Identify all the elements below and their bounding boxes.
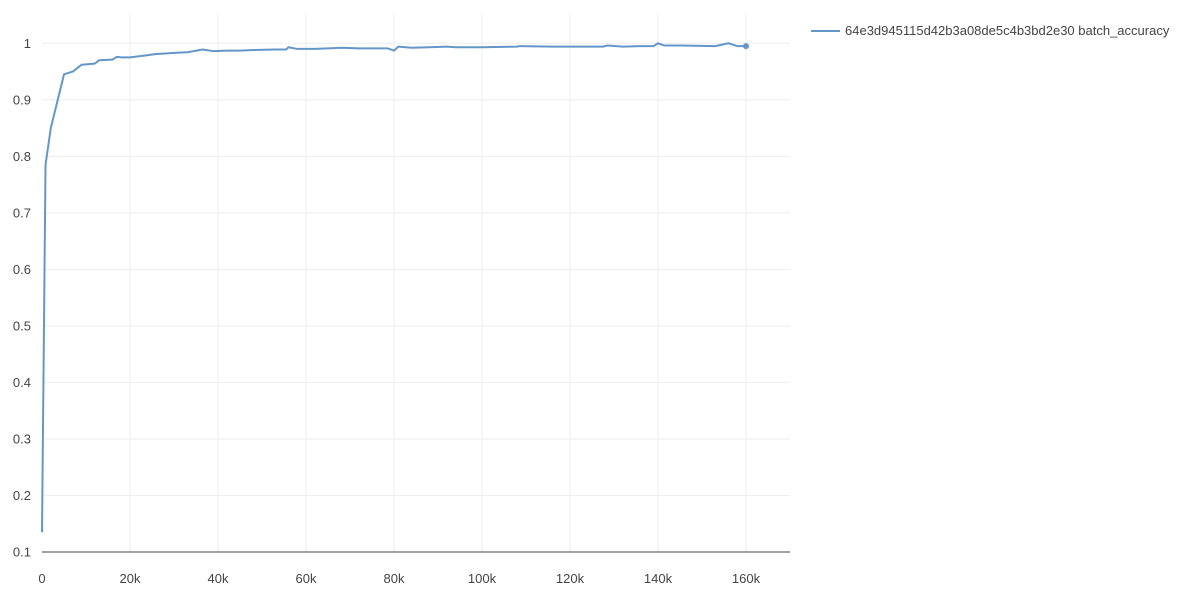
x-tick-label: 160k <box>732 571 761 586</box>
y-tick-label: 0.6 <box>13 262 31 277</box>
gridlines <box>42 15 790 552</box>
x-tick-label: 100k <box>468 571 497 586</box>
y-tick-label: 0.2 <box>13 488 31 503</box>
y-tick-label: 0.4 <box>13 375 31 390</box>
series-end-point <box>743 43 749 50</box>
x-tick-label: 0 <box>38 571 45 586</box>
y-tick-label: 0.9 <box>13 92 31 107</box>
x-axis-ticks: 0 20k 40k 60k 80k 100k 120k 140k 160k <box>38 571 760 586</box>
x-tick-label: 140k <box>644 571 673 586</box>
y-tick-label: 0.7 <box>13 205 31 220</box>
series-line <box>41 42 746 533</box>
y-axis-ticks: 0.1 0.2 0.3 0.4 0.5 0.6 0.7 0.8 0.9 1 <box>13 36 31 560</box>
x-tick-label: 60k <box>296 571 317 586</box>
y-tick-label: 0.3 <box>13 431 31 446</box>
y-tick-label: 0.5 <box>13 318 31 333</box>
y-tick-label: 0.1 <box>13 545 31 560</box>
y-tick-label: 0.8 <box>13 149 31 164</box>
series-layer <box>41 42 749 533</box>
legend[interactable]: 64e3d945115d42b3a08de5c4b3bd2e30 batch_a… <box>811 23 1170 38</box>
x-tick-label: 80k <box>384 571 405 586</box>
legend-label: 64e3d945115d42b3a08de5c4b3bd2e30 batch_a… <box>845 23 1170 38</box>
x-tick-label: 40k <box>208 571 229 586</box>
x-tick-label: 120k <box>556 571 585 586</box>
y-tick-label: 1 <box>24 36 31 51</box>
x-tick-label: 20k <box>120 571 141 586</box>
